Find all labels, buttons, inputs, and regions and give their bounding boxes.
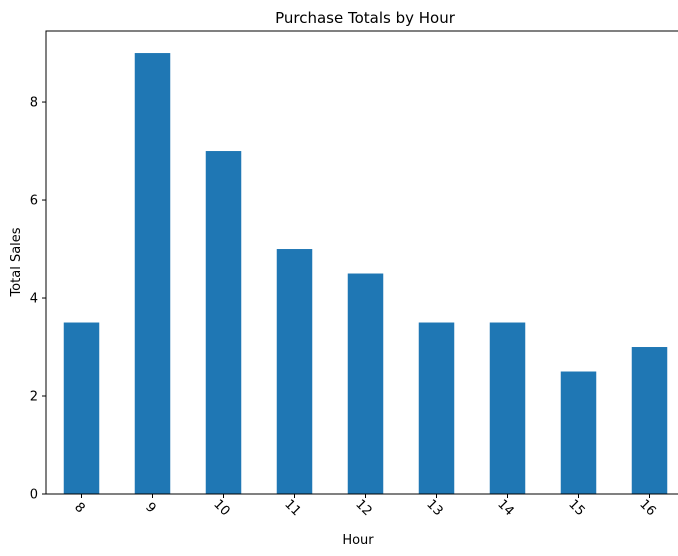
bar-14	[489, 322, 526, 494]
x-tick-label: 16	[636, 497, 658, 519]
bar-15	[560, 371, 597, 494]
y-axis-ticks: 0 2 4 6 8	[30, 96, 46, 503]
x-tick-label: 11	[281, 497, 303, 519]
y-tick-label: 2	[30, 390, 38, 405]
bar-11	[276, 249, 313, 494]
y-axis-label: Total Sales	[9, 227, 24, 297]
plot-frame	[45, 30, 678, 495]
bars-group	[63, 53, 668, 495]
y-tick-label: 6	[30, 194, 38, 209]
bar-9	[134, 53, 171, 495]
bar-13	[418, 322, 455, 494]
y-tick-label: 4	[30, 292, 38, 307]
x-tick-label: 8	[71, 500, 87, 516]
x-axis-ticks: 8 9 10 11 12 13 14 15 16	[71, 494, 659, 519]
x-axis-label: Hour	[342, 533, 374, 548]
x-tick-label: 9	[142, 500, 158, 516]
x-tick-label: 15	[565, 497, 587, 519]
y-tick-label: 8	[30, 96, 38, 111]
bar-10	[205, 151, 242, 495]
bar-12	[347, 273, 384, 494]
x-tick-label: 10	[210, 497, 232, 519]
bar-8	[63, 322, 100, 494]
x-tick-label: 13	[423, 497, 445, 519]
y-tick-label: 0	[30, 488, 38, 503]
x-tick-label: 14	[494, 497, 516, 519]
x-tick-label: 12	[352, 497, 374, 519]
chart-title: Purchase Totals by Hour	[275, 9, 456, 27]
bar-16	[631, 347, 668, 494]
